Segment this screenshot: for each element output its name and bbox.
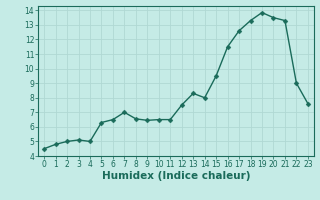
X-axis label: Humidex (Indice chaleur): Humidex (Indice chaleur) [102,171,250,181]
